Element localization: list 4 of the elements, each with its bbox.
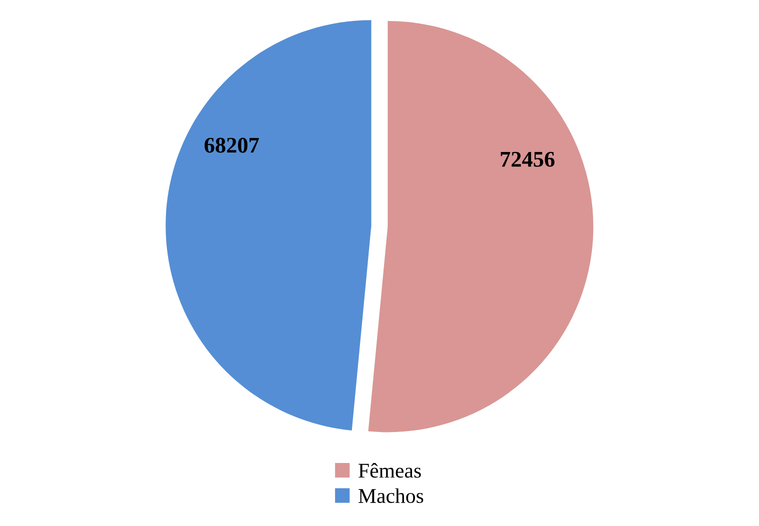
legend-label: Fêmeas <box>358 463 421 478</box>
data-label: 72456 <box>500 152 555 167</box>
data-label: 68207 <box>204 138 259 153</box>
legend-label: Machos <box>358 488 424 504</box>
